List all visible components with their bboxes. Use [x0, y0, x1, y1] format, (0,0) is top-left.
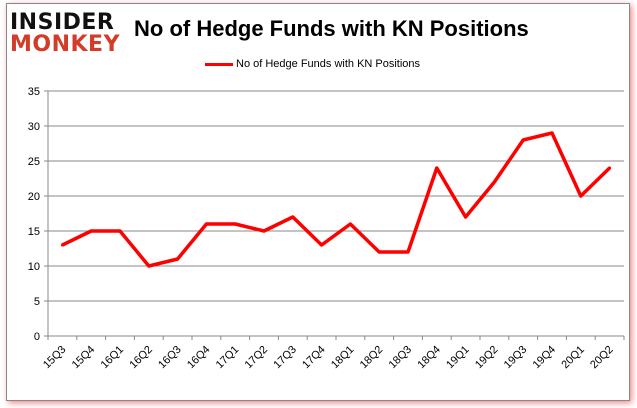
data-point: [262, 229, 266, 233]
data-point: [233, 222, 237, 226]
x-tick-label: 20Q2: [588, 344, 616, 372]
x-tick-label: 17Q1: [214, 344, 242, 372]
data-point: [464, 215, 468, 219]
x-tick-label: 19Q2: [473, 344, 501, 372]
legend-swatch: [205, 62, 233, 66]
data-point: [348, 222, 352, 226]
data-point: [60, 243, 64, 247]
x-tick-label: 16Q1: [99, 344, 127, 372]
data-point: [550, 131, 554, 135]
data-point: [435, 166, 439, 170]
x-tick-label: 17Q3: [271, 344, 299, 372]
x-tick-label: 19Q1: [444, 344, 472, 372]
data-point: [320, 243, 324, 247]
x-tick-label: 16Q4: [185, 344, 213, 372]
y-tick-label: 15: [28, 226, 40, 238]
data-point: [291, 215, 295, 219]
data-point: [492, 180, 496, 184]
chart-border: [6, 3, 630, 401]
x-tick-label: 19Q3: [502, 344, 530, 372]
x-tick-label: 20Q1: [559, 344, 587, 372]
data-point: [204, 222, 208, 226]
x-tick-label: 18Q2: [358, 344, 386, 372]
data-point: [406, 250, 410, 254]
data-point: [579, 194, 583, 198]
y-tick-label: 20: [28, 191, 40, 203]
x-tick-label: 19Q4: [531, 344, 559, 372]
y-tick-label: 30: [28, 121, 40, 133]
x-tick-label: 18Q4: [415, 344, 443, 372]
y-tick-label: 5: [34, 296, 40, 308]
insider-monkey-logo: INSIDER MONKEY: [10, 12, 120, 56]
x-tick-label: 16Q2: [127, 344, 155, 372]
data-point: [118, 229, 122, 233]
logo-line1: INSIDER: [10, 10, 115, 35]
x-tick-label: 17Q4: [300, 344, 328, 372]
y-tick-label: 25: [28, 156, 40, 168]
x-tick-label: 16Q3: [156, 344, 184, 372]
y-tick-label: 0: [34, 331, 40, 343]
data-point: [147, 264, 151, 268]
x-tick-label: 18Q3: [387, 344, 415, 372]
legend: No of Hedge Funds with KN Positions: [205, 58, 420, 70]
x-tick-label: 18Q1: [329, 344, 357, 372]
y-tick-label: 35: [28, 86, 40, 98]
data-point: [377, 250, 381, 254]
chart-title: No of Hedge Funds with KN Positions: [134, 16, 529, 41]
x-tick-label: 15Q4: [70, 344, 98, 372]
x-tick-label: 15Q3: [41, 344, 69, 372]
logo-line2: MONKEY: [10, 32, 121, 57]
data-point: [89, 229, 93, 233]
data-point: [521, 138, 525, 142]
y-tick-label: 10: [28, 261, 40, 273]
series-line: [61, 131, 611, 268]
data-point: [608, 166, 612, 170]
data-point: [176, 257, 180, 261]
legend-label: No of Hedge Funds with KN Positions: [236, 58, 421, 70]
x-tick-label: 17Q2: [243, 344, 271, 372]
